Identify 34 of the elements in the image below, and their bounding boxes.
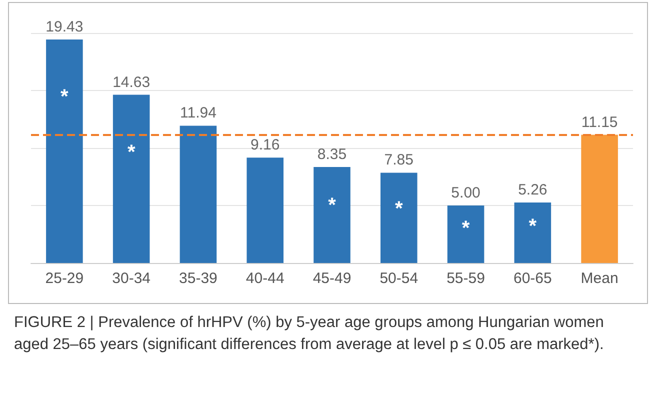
bar <box>46 40 83 263</box>
annotation: * <box>394 198 403 220</box>
x-tick-label: 60-65 <box>513 270 552 287</box>
x-tick-label: 55-59 <box>446 270 485 287</box>
bar <box>112 94 150 263</box>
x-tick-label: 40-44 <box>246 270 284 287</box>
annotation: * <box>127 141 136 164</box>
bar <box>581 134 618 263</box>
x-tick-label: 25-29 <box>45 270 84 287</box>
x-tick-label: 45-49 <box>312 270 352 287</box>
annotation: * <box>60 86 69 108</box>
data-label: 5.26 <box>518 182 548 199</box>
bar <box>314 166 350 263</box>
data-label: 11.15 <box>581 114 618 131</box>
x-tick-label: 35-39 <box>179 270 218 287</box>
x-tick-label: 50-54 <box>380 270 418 287</box>
data-label: 5.00 <box>451 184 480 202</box>
annotation: * <box>528 216 537 238</box>
data-label: 11.94 <box>180 104 216 122</box>
annotation: * <box>462 218 470 240</box>
annotation: * <box>328 194 336 216</box>
bar <box>380 172 418 263</box>
data-label: 8.35 <box>317 146 347 163</box>
data-label: 19.43 <box>46 18 84 36</box>
data-label: 9.16 <box>250 136 280 154</box>
x-tick-label: 30-34 <box>112 270 151 287</box>
data-label: 7.85 <box>384 152 414 169</box>
caption: FIGURE 2 | Prevalence of hrHPV (%) by 5-year age groups among Hungarian women aged 25–65 years (significant differences from average at level p ≤ 0.05 are marked*). <box>14 313 605 355</box>
x-tick-label: Mean <box>580 270 618 287</box>
bar <box>514 202 552 263</box>
bar <box>447 206 484 263</box>
data-label: 14.63 <box>112 74 150 91</box>
bar <box>180 126 217 263</box>
bar <box>246 158 284 263</box>
